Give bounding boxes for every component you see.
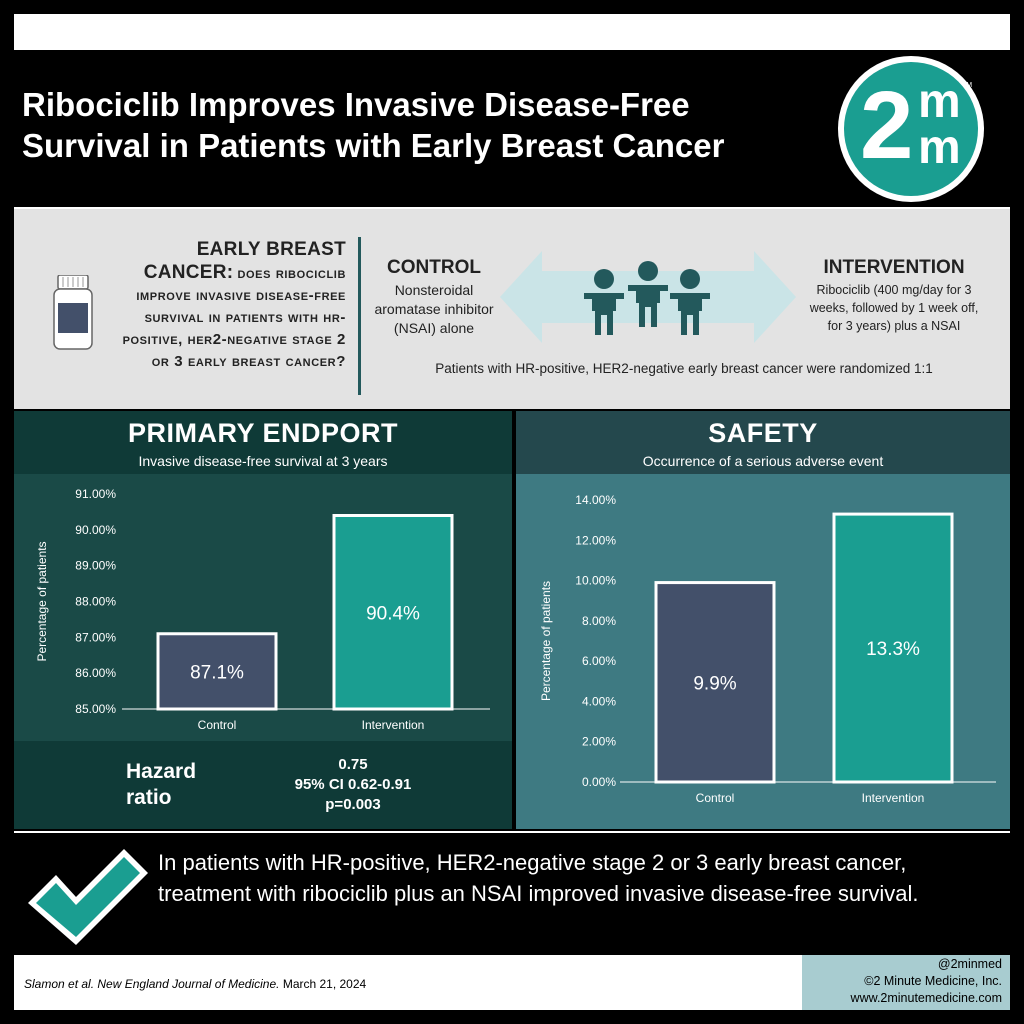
safety-panel: SAFETY Occurrence of a serious adverse e… bbox=[516, 411, 1010, 829]
randomization-note: Patients with HR-positive, HER2-negative… bbox=[435, 361, 933, 376]
safety-title: SAFETY bbox=[708, 418, 818, 448]
patients-icon bbox=[584, 261, 710, 335]
control-description: Nonsteroidal aromatase inhibitor (NSAI) … bbox=[374, 282, 494, 336]
control-title: CONTROL bbox=[387, 257, 481, 278]
x-category-label: Intervention bbox=[862, 791, 925, 805]
logo-letter-top: m bbox=[918, 75, 961, 128]
copyright: ©2 Minute Medicine, Inc. bbox=[864, 974, 1002, 988]
y-tick-label: 85.00% bbox=[75, 702, 116, 716]
x-category-label: Control bbox=[198, 718, 237, 732]
logo-digit: 2 bbox=[860, 72, 914, 179]
y-tick-label: 4.00% bbox=[582, 694, 616, 708]
primary-subtitle: Invasive disease-free survival at 3 year… bbox=[138, 453, 388, 469]
y-tick-label: 89.00% bbox=[75, 559, 116, 573]
y-tick-label: 12.00% bbox=[575, 533, 616, 547]
y-tick-label: 88.00% bbox=[75, 595, 116, 609]
hazard-ratio-values: 0.75 95% CI 0.62-0.91 p=0.003 bbox=[268, 755, 438, 815]
primary-endpoint-panel: PRIMARY ENDPORT Invasive disease-free su… bbox=[14, 411, 512, 829]
question-heading: Early Breast Cancer: bbox=[143, 239, 346, 283]
checkmark-icon bbox=[28, 849, 148, 945]
control-arm: CONTROL Nonsteroidal aromatase inhibitor… bbox=[374, 257, 494, 338]
logo-letter-bottom: m bbox=[918, 121, 961, 174]
citation-authors: Slamon et al. bbox=[24, 977, 98, 991]
bar-value-label: 13.3% bbox=[866, 639, 920, 660]
conclusion-text: In patients with HR-positive, HER2-negat… bbox=[158, 850, 919, 906]
hazard-label-line1: Hazard bbox=[126, 760, 197, 783]
question-text: Does ribociclib improve invasive disease… bbox=[122, 265, 346, 370]
confidence-interval: 95% CI 0.62-0.91 bbox=[294, 776, 412, 793]
citation: Slamon et al. New England Journal of Med… bbox=[24, 977, 366, 991]
y-tick-label: 90.00% bbox=[75, 523, 116, 537]
footer: Slamon et al. New England Journal of Med… bbox=[14, 955, 1010, 1010]
top-border bbox=[14, 14, 1010, 50]
y-tick-label: 14.00% bbox=[575, 493, 616, 507]
x-category-label: Control bbox=[696, 791, 735, 805]
y-tick-label: 10.00% bbox=[575, 574, 616, 588]
citation-journal: New England Journal of Medicine. bbox=[97, 977, 280, 991]
pill-bottle-icon bbox=[53, 275, 93, 350]
bar-value-label: 9.9% bbox=[693, 673, 736, 694]
bar-control bbox=[654, 581, 776, 784]
website-link[interactable]: www.2minutemedicine.com bbox=[850, 991, 1002, 1005]
logo-trademark: TM bbox=[962, 82, 973, 89]
safety-subtitle: Occurrence of a serious adverse event bbox=[642, 453, 884, 469]
divider bbox=[358, 237, 361, 395]
header: Ribociclib Improves Invasive Disease-Fre… bbox=[14, 50, 1010, 205]
safety-chart: 0.00% 2.00% 4.00% 6.00% 8.00% 10.00% 12.00% 14.… bbox=[539, 493, 996, 805]
primary-header: PRIMARY ENDPORT Invasive disease-free su… bbox=[14, 411, 512, 474]
bar-value-label: 87.1% bbox=[190, 662, 244, 683]
citation-date: March 21, 2024 bbox=[279, 977, 367, 991]
credits: @2minmed ©2 Minute Medicine, Inc. www.2m… bbox=[802, 955, 1010, 1010]
y-tick-label: 2.00% bbox=[582, 735, 616, 749]
y-tick-label: 6.00% bbox=[582, 654, 616, 668]
y-tick-label: 8.00% bbox=[582, 614, 616, 628]
p-value: p=0.003 bbox=[325, 796, 381, 813]
logo: 2 m m TM bbox=[838, 56, 984, 202]
bar-intervention bbox=[332, 514, 454, 711]
primary-chart: 85.00% 86.00% 87.00% 88.00% 89.00% 90.00% 91.0… bbox=[35, 487, 490, 732]
y-tick-label: 91.00% bbox=[75, 487, 116, 501]
y-axis-label: Percentage of patients bbox=[539, 581, 553, 701]
y-tick-label: 87.00% bbox=[75, 630, 116, 644]
x-category-label: Intervention bbox=[362, 718, 425, 732]
study-design: Early Breast Cancer: Does ribociclib imp… bbox=[14, 207, 1010, 409]
intervention-arm: INTERVENTION Ribociclib (400 mg/day for … bbox=[806, 257, 982, 335]
intervention-title: INTERVENTION bbox=[823, 257, 965, 278]
y-axis-label: Percentage of patients bbox=[35, 541, 49, 661]
research-question: Early Breast Cancer: Does ribociclib imp… bbox=[106, 239, 346, 373]
conclusion-banner: In patients with HR-positive, HER2-negat… bbox=[14, 831, 1010, 954]
intervention-description: Ribociclib (400 mg/day for 3 weeks, foll… bbox=[809, 283, 979, 333]
hazard-ratio-box: Hazard ratio 0.75 95% CI 0.62-0.91 p=0.0… bbox=[14, 741, 512, 829]
safety-header: SAFETY Occurrence of a serious adverse e… bbox=[516, 411, 1010, 474]
bar-control bbox=[156, 632, 278, 711]
bar-value-label: 90.4% bbox=[366, 603, 420, 624]
logo-circle: 2 m m TM bbox=[844, 62, 978, 196]
primary-title: PRIMARY ENDPORT bbox=[127, 418, 399, 448]
page-title: Ribociclib Improves Invasive Disease-Fre… bbox=[22, 86, 725, 164]
hazard-label-line2: ratio bbox=[126, 786, 172, 809]
hazard-ratio-value: 0.75 bbox=[338, 756, 368, 773]
y-tick-label: 0.00% bbox=[582, 775, 616, 789]
social-handle: @2minmed bbox=[937, 957, 1002, 971]
randomization-arrow-icon bbox=[500, 251, 796, 343]
bar-intervention bbox=[832, 512, 954, 784]
y-tick-label: 86.00% bbox=[75, 666, 116, 680]
hazard-ratio-label: Hazard ratio bbox=[126, 759, 196, 811]
